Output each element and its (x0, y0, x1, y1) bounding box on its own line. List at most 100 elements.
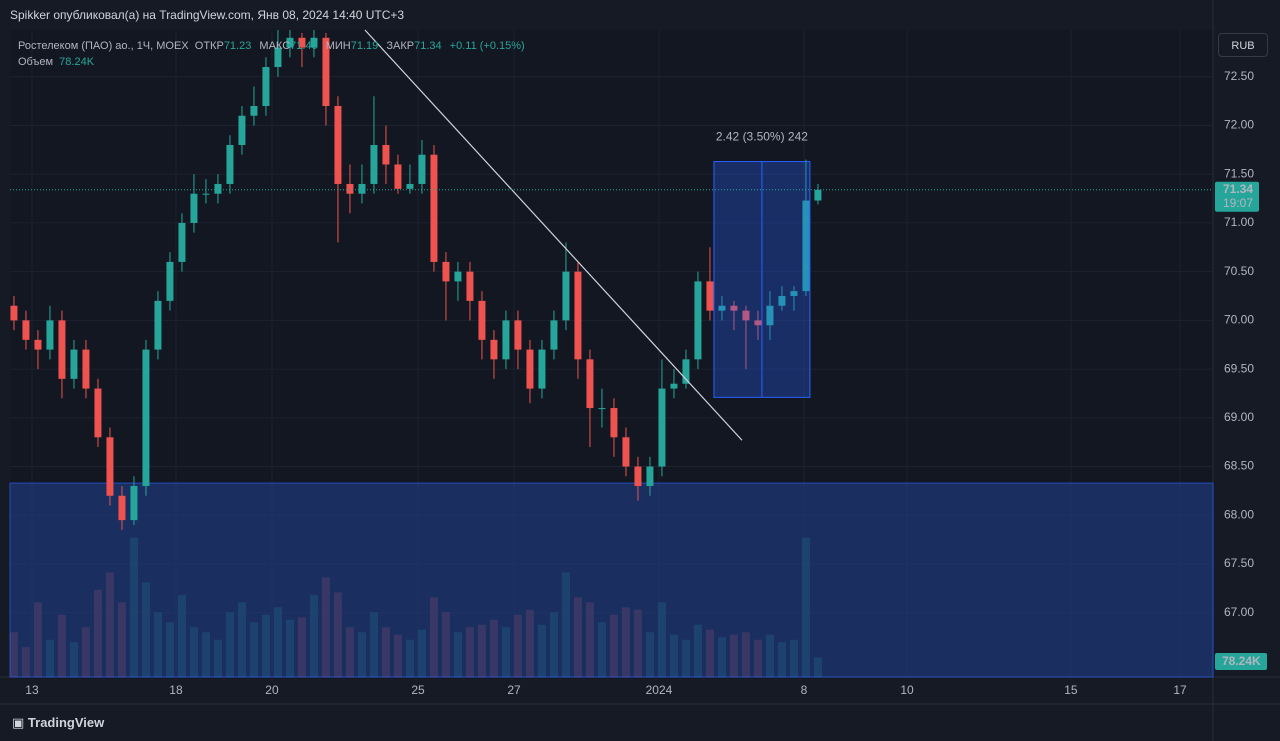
volume-tag (1215, 653, 1267, 670)
ohlc-row: Ростелеком (ПАО) ао., 1Ч, MOEX ОТКР71.23… (18, 38, 530, 54)
symbol: Ростелеком (ПАО) ао., 1Ч, MOEX (18, 40, 189, 52)
y-tick-label: 72.50 (1224, 69, 1254, 83)
trendline (364, 29, 743, 441)
y-tick-label: 72.00 (1224, 118, 1254, 132)
candle-body (334, 106, 342, 184)
brand: ▣ TradingView (12, 715, 105, 730)
candle-body (742, 310, 750, 321)
brand-name: TradingView (27, 715, 105, 730)
candle-body (454, 271, 462, 282)
last-price-label: 71.34 (1223, 182, 1253, 196)
candle-body (406, 183, 414, 189)
ohlc-label: МАКС (259, 40, 291, 52)
candle-body (490, 339, 498, 360)
candle-body (814, 189, 822, 201)
volume-tag-label: 78.24K (1222, 654, 1261, 668)
candle-body (238, 115, 246, 145)
candle-body (610, 408, 618, 438)
candle-body (526, 349, 534, 389)
candle-body (166, 261, 174, 301)
candle-body (418, 154, 426, 184)
y-tick-label: 70.50 (1224, 264, 1254, 278)
candle-body (286, 37, 294, 48)
candle-body (214, 183, 222, 194)
x-tick-label: 8 (801, 683, 808, 697)
candle-body (358, 183, 366, 194)
candle-body (130, 486, 138, 521)
measure-label: 2.42 (3.50%) 242 (716, 130, 808, 144)
candle-body (106, 437, 114, 496)
y-tick-label: 68.50 (1224, 459, 1254, 473)
candle-body (694, 281, 702, 360)
x-tick-label: 20 (265, 683, 279, 697)
candle-body (622, 437, 630, 467)
candle-body (682, 359, 690, 384)
candle-body (46, 320, 54, 350)
volume-title: Объем (18, 56, 54, 68)
candle-body (178, 222, 186, 262)
candle-body (154, 300, 162, 350)
candle-body (718, 305, 726, 311)
volume-row: Объем 78.24K (18, 54, 530, 70)
candle-body (430, 154, 438, 262)
candle-body (670, 383, 678, 389)
candle-body (442, 261, 450, 282)
x-tick-label: 10 (900, 683, 914, 697)
candle-body (70, 349, 78, 379)
x-tick-label: 27 (507, 683, 521, 697)
candle-body (646, 466, 654, 487)
candle-body (94, 388, 102, 438)
x-tick-label: 18 (169, 683, 183, 697)
x-tick-label: 13 (25, 683, 39, 697)
candle-body (586, 359, 594, 409)
candle-body (82, 349, 90, 389)
candle-body (22, 320, 30, 340)
y-tick-label: 71.50 (1224, 166, 1254, 180)
candle-body (634, 466, 642, 487)
candle-body (754, 320, 762, 326)
y-tick-label: 71.00 (1224, 215, 1254, 229)
ohlc-value: 71.40 (290, 40, 318, 52)
candle-body (310, 37, 318, 48)
y-tick-label: 69.00 (1224, 410, 1254, 424)
y-tick-label: 70.00 (1224, 313, 1254, 327)
candle-body (370, 144, 378, 184)
candle-body (502, 320, 510, 360)
x-tick-label: 17 (1173, 683, 1187, 697)
candle-body (550, 320, 558, 350)
ohlc-label: МИН (325, 40, 351, 52)
ohlc-value: 71.23 (223, 40, 252, 52)
candle-body (10, 305, 18, 321)
candle-body (514, 320, 522, 350)
y-tick-label: 69.50 (1224, 361, 1254, 375)
change: +0.11 (+0.15%) (449, 40, 525, 52)
candle-body (802, 200, 810, 292)
y-tick-label: 68.00 (1224, 507, 1254, 521)
candle-body (346, 183, 354, 194)
ohlc-value: 71.34 (414, 40, 442, 52)
candle-body (322, 37, 330, 107)
candle-body (658, 388, 666, 467)
candle-body (394, 164, 402, 189)
candle-body (790, 291, 798, 297)
candle-body (250, 106, 258, 116)
ohlc-value: 71.19 (350, 40, 379, 52)
x-tick-label: 25 (411, 683, 425, 697)
candle-body (574, 271, 582, 360)
candle-body (58, 320, 66, 379)
candle-body (478, 300, 486, 340)
candle-body (274, 47, 282, 68)
last-price-tag (1215, 181, 1259, 212)
candle-body (34, 339, 42, 350)
volume-value: 78.24K (59, 56, 95, 68)
candle-body (142, 349, 150, 487)
candle-body (202, 193, 210, 195)
candle-body (466, 271, 474, 301)
x-tick-label: 15 (1064, 683, 1078, 697)
candle-body (538, 349, 546, 389)
candle-body (382, 144, 390, 165)
candle-body (118, 495, 126, 521)
countdown: 19:07 (1223, 196, 1253, 210)
currency-button[interactable]: RUB (1218, 33, 1268, 57)
